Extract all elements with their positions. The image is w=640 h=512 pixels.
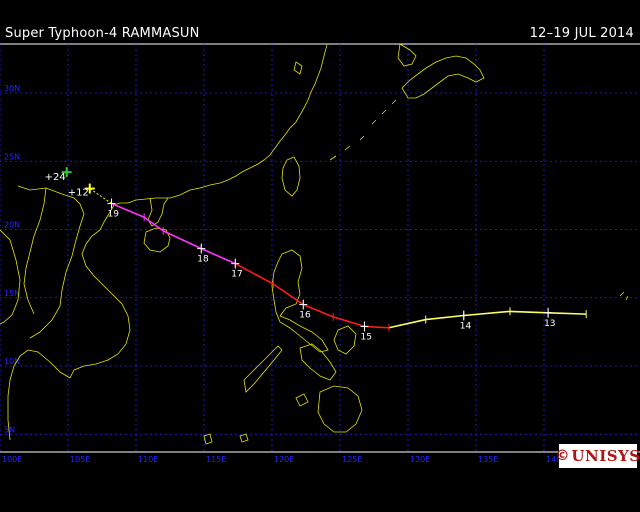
track-segment	[332, 316, 365, 328]
lat-label: 25N	[4, 152, 20, 161]
track-segment	[509, 310, 549, 314]
coastlines	[0, 43, 629, 445]
day-label: 15	[360, 332, 371, 342]
day-label: 14	[460, 321, 472, 331]
logo-text: UNISYS	[571, 447, 640, 465]
unisys-logo: © UNISYS	[555, 444, 640, 468]
track-segment	[143, 216, 164, 232]
day-label: 13	[544, 319, 555, 329]
lon-label: 100E	[2, 455, 22, 464]
coastline-leizhou	[147, 197, 169, 227]
island-taiwan	[281, 156, 301, 197]
lon-label: 130E	[410, 455, 430, 464]
lat-lon-grid: 100E 105E 110E 115E 120E 125E 130E 135E 140E 10N 1…	[0, 43, 640, 464]
lon-label: 110E	[138, 455, 158, 464]
island-small-3	[203, 433, 213, 445]
forecast-positions: +12+24	[45, 167, 112, 204]
coastline-vietnam	[69, 211, 131, 379]
lon-label: 135E	[478, 455, 498, 464]
border-vietnam	[17, 185, 85, 339]
islands-ryukyu	[329, 99, 397, 161]
lon-label: 105E	[70, 455, 90, 464]
lon-label: 140E	[546, 455, 566, 464]
lat-label: 15N	[4, 289, 20, 298]
track-segment	[111, 202, 145, 218]
coastline-gulf-thailand	[7, 349, 71, 441]
copyright-symbol: ©	[555, 448, 570, 464]
track-segment	[200, 247, 236, 265]
day-label: 16	[299, 311, 311, 321]
coastline-left-land	[0, 229, 21, 325]
lon-label: 115E	[206, 455, 226, 464]
lat-label: 30N	[4, 84, 20, 93]
forecast-label: +24	[45, 172, 66, 183]
track-segment	[234, 262, 274, 285]
island-luzon	[271, 249, 329, 353]
lat-label: 20N	[4, 221, 20, 230]
date-range: 12–19 JUL 2014	[529, 26, 634, 41]
island-mindanao	[317, 385, 363, 433]
coastline-shanghai	[293, 61, 303, 75]
lon-label: 120E	[274, 455, 294, 464]
track-segment	[162, 230, 202, 250]
lon-label: 125E	[342, 455, 362, 464]
track-segment	[272, 283, 304, 306]
track-segment	[364, 325, 390, 329]
island-visayas	[299, 343, 337, 381]
forecast-path	[89, 188, 112, 204]
island-small-1	[295, 393, 309, 407]
coastline-china	[109, 44, 328, 213]
track-segment	[548, 311, 587, 315]
track-segment	[388, 318, 426, 329]
island-samar	[333, 325, 357, 355]
coastline-korea	[397, 43, 417, 67]
lat-label: 5N	[4, 425, 15, 434]
track-segment	[302, 303, 334, 318]
track-segment	[425, 314, 464, 321]
lat-label: 10N	[4, 357, 20, 366]
island-small-2	[239, 433, 249, 443]
coastline-japan	[401, 55, 485, 99]
border-laos	[23, 187, 47, 315]
storm-track: 13 14 15 16 17 18 19	[107, 198, 587, 342]
forecast-label: +12	[68, 188, 89, 199]
track-segment	[463, 310, 511, 317]
day-label: 19	[108, 210, 120, 220]
islands-mariana	[619, 291, 629, 301]
day-label: 17	[231, 270, 242, 280]
day-label: 18	[197, 255, 209, 265]
page-title: Super Typhoon-4 RAMMASUN	[5, 26, 200, 41]
island-palawan	[243, 345, 283, 393]
